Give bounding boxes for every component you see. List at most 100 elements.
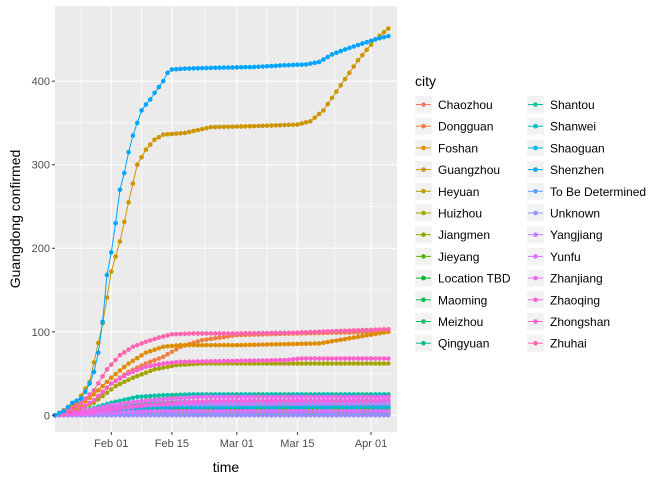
data-point	[355, 408, 361, 414]
data-point	[182, 130, 188, 136]
data-point	[186, 412, 192, 418]
legend-label: Meizhou	[438, 315, 483, 329]
data-point	[381, 327, 387, 332]
data-point	[204, 408, 209, 414]
data-point	[169, 412, 175, 418]
data-point	[364, 327, 370, 333]
data-point	[273, 358, 279, 363]
legend-item-chaozhou: Chaozhou	[415, 96, 493, 113]
data-point	[373, 356, 378, 361]
data-point	[204, 65, 209, 71]
y-tick-label: 200	[32, 243, 50, 255]
data-point	[147, 402, 153, 408]
legend-label: Zhongshan	[550, 315, 610, 329]
data-point	[334, 401, 339, 407]
data-point	[282, 122, 287, 128]
data-point	[221, 412, 227, 418]
data-point	[230, 358, 235, 364]
data-point	[273, 394, 279, 400]
data-point	[316, 401, 322, 407]
data-point	[368, 327, 374, 333]
data-point	[256, 64, 261, 70]
data-point	[186, 408, 192, 414]
data-point	[95, 393, 101, 399]
data-point	[217, 65, 222, 71]
data-point	[277, 63, 283, 68]
data-point	[165, 70, 170, 76]
data-point	[386, 394, 391, 400]
data-point	[325, 54, 331, 60]
data-point	[87, 395, 92, 401]
legend-item-zhuhai: Zhuhai	[527, 334, 587, 352]
data-point	[217, 412, 222, 418]
legend-item-shantou: Shantou	[527, 96, 595, 113]
data-point	[364, 361, 370, 366]
data-point	[117, 239, 123, 244]
data-point	[360, 404, 365, 410]
data-point	[126, 199, 131, 205]
data-point	[243, 401, 248, 407]
data-point	[65, 404, 71, 410]
data-point	[208, 408, 214, 414]
data-point	[351, 394, 357, 400]
legend-key-point	[533, 297, 538, 303]
data-point	[321, 340, 326, 346]
data-point	[256, 342, 261, 347]
legend-label: Guangzhou	[438, 163, 500, 177]
data-point	[273, 342, 279, 347]
legend-item-unknown: Unknown	[527, 204, 600, 222]
data-point	[108, 387, 114, 392]
data-point	[160, 132, 166, 137]
data-point	[212, 412, 218, 418]
legend-key-point	[421, 123, 426, 129]
data-point	[221, 358, 227, 364]
data-point	[169, 400, 175, 406]
legend-item-to-be-determined: To Be Determined	[527, 182, 646, 200]
data-point	[221, 342, 227, 348]
legend-item-maoming: Maoming	[415, 291, 487, 309]
data-point	[273, 330, 279, 336]
data-point	[256, 394, 261, 400]
data-point	[269, 412, 274, 418]
data-point	[269, 330, 274, 336]
data-point	[208, 336, 214, 342]
data-point	[290, 412, 296, 418]
data-point	[169, 363, 175, 369]
legend-label: Heyuan	[438, 185, 479, 199]
data-point	[282, 394, 287, 400]
data-point	[273, 401, 279, 407]
data-point	[334, 408, 339, 414]
data-point	[329, 338, 335, 344]
data-point	[303, 398, 309, 403]
data-point	[260, 342, 266, 347]
data-point	[134, 162, 140, 168]
data-point	[368, 394, 374, 400]
legend-label: Shenzhen	[550, 163, 604, 177]
data-point	[325, 101, 331, 107]
data-point	[377, 401, 382, 406]
data-point	[104, 410, 110, 416]
data-point	[360, 412, 365, 418]
data-point	[347, 412, 352, 418]
data-point	[173, 412, 179, 418]
legend-item-yunfu: Yunfu	[527, 247, 581, 265]
data-point	[204, 359, 209, 364]
data-point	[364, 398, 370, 403]
data-point	[295, 341, 300, 347]
legend-label: Maoming	[438, 293, 487, 307]
data-point	[178, 408, 183, 414]
data-point	[165, 401, 170, 406]
data-point	[234, 408, 240, 414]
data-point	[290, 398, 296, 404]
data-point	[295, 412, 300, 418]
data-point	[191, 342, 196, 348]
data-point	[282, 341, 287, 347]
data-point	[186, 399, 192, 405]
data-point	[342, 76, 348, 82]
data-point	[312, 356, 318, 361]
legend-key-point	[421, 275, 426, 281]
data-point	[321, 361, 326, 366]
data-point	[360, 327, 365, 333]
data-point	[373, 412, 378, 418]
data-point	[139, 341, 144, 346]
